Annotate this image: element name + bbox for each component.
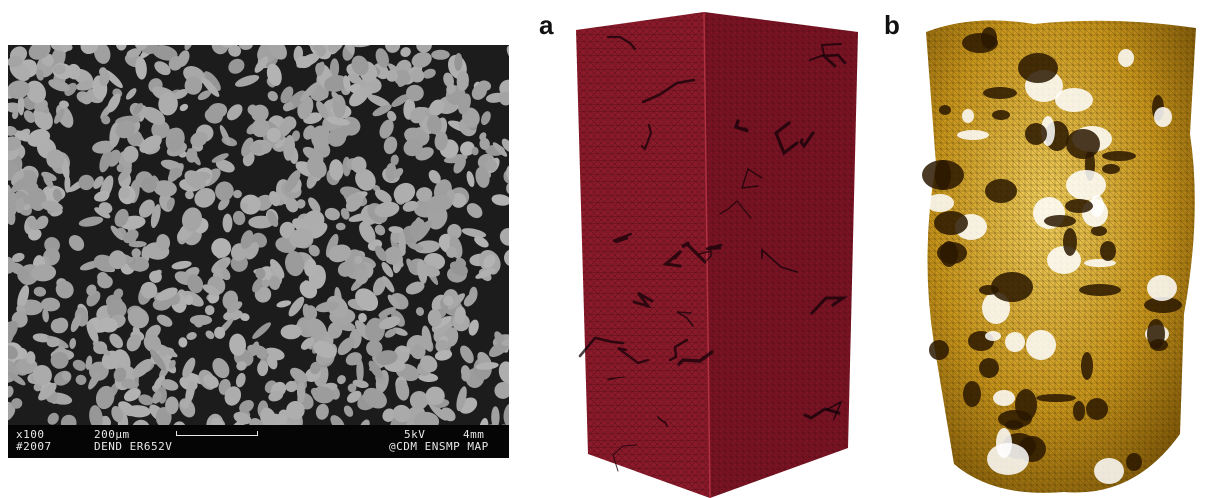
panel-label-b: b (884, 10, 900, 40)
credit-label: @CDM ENSMP MAP (389, 440, 489, 453)
meshed-porous-structure-render (922, 20, 1196, 493)
sem-info-bar: x100 200µm 5kV 4mm #2007 DEND ER652V @CD… (8, 425, 509, 458)
dendrite-microstructure (8, 45, 509, 425)
sem-micrograph: x100 200µm 5kV 4mm #2007 DEND ER652V @CD… (8, 45, 509, 458)
meshed-solid-block-render (576, 11, 858, 498)
scale-bar (176, 431, 258, 436)
voltage-label: 5kV (404, 428, 426, 441)
sample-label: DEND ER652V (94, 440, 173, 453)
scale-label: 200µm (94, 428, 130, 441)
panel-label-a: a (539, 10, 554, 40)
image-number-label: #2007 (16, 440, 52, 453)
working-distance-label: 4mm (463, 428, 485, 441)
magnification-label: x100 (16, 428, 45, 441)
